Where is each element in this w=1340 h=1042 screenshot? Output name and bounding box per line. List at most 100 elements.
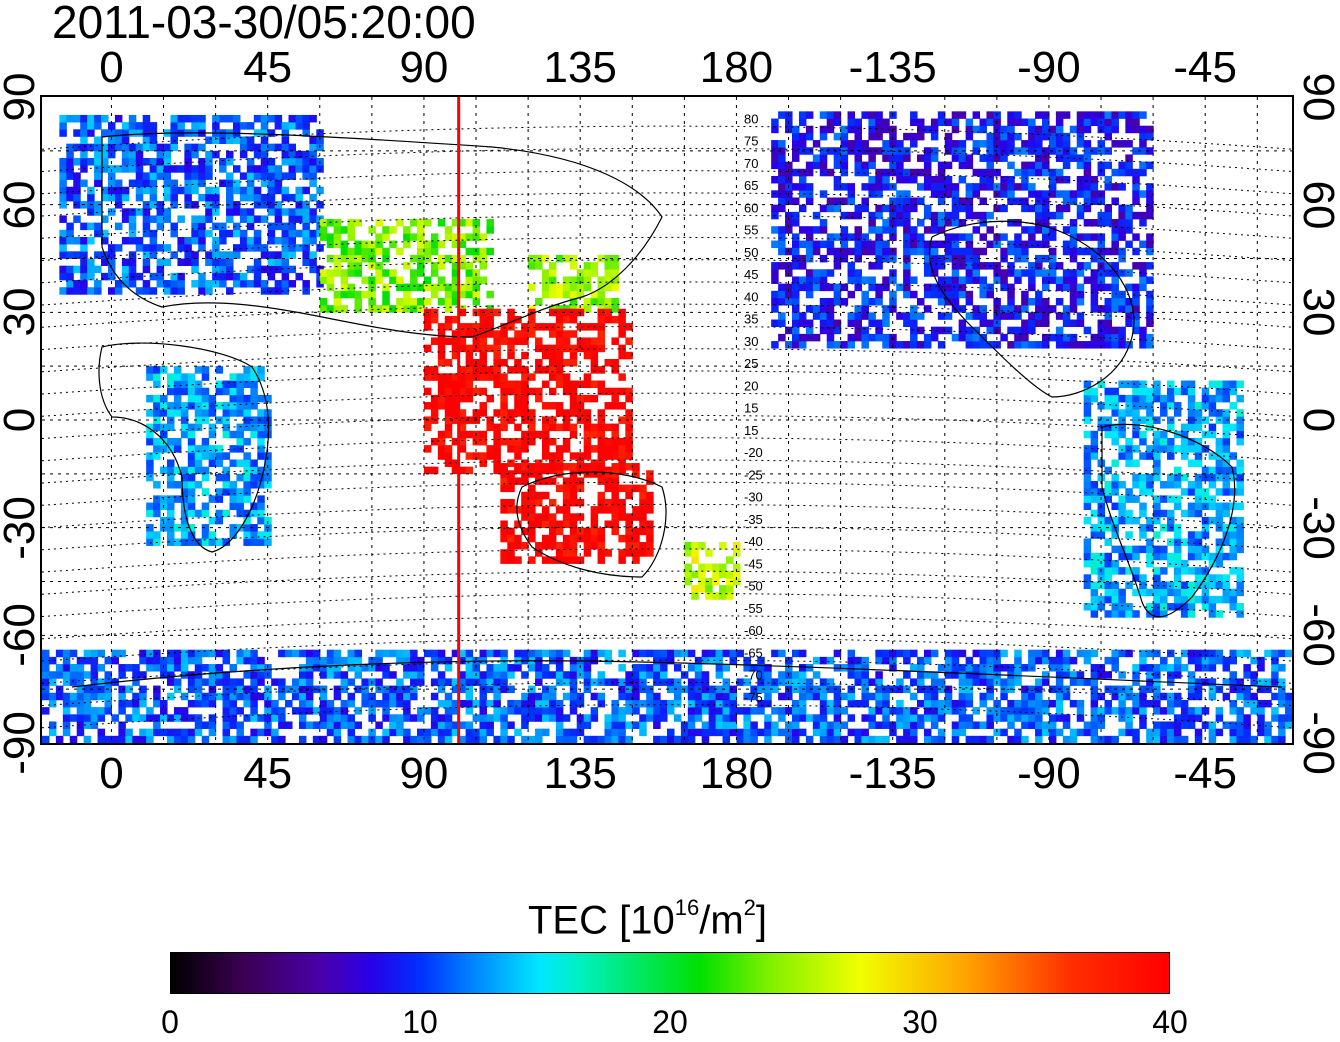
tec-cell <box>1167 387 1175 396</box>
tec-cell <box>569 491 578 500</box>
tec-cell <box>611 269 619 277</box>
tec-cell <box>875 735 883 744</box>
tec-cell <box>785 283 793 292</box>
tec-cell <box>486 219 494 227</box>
tec-cell <box>1111 183 1119 191</box>
tec-cell <box>1090 290 1099 299</box>
tec-cell <box>1167 394 1175 403</box>
tec-cell <box>104 699 112 708</box>
tec-cell <box>590 358 599 367</box>
tec-cell <box>1055 262 1064 270</box>
tec-cell <box>1146 183 1154 191</box>
tec-cell <box>1055 699 1064 708</box>
tec-cell <box>875 283 883 292</box>
tec-cell <box>521 323 529 331</box>
tec-cell <box>194 416 203 424</box>
tec-cell <box>76 692 85 701</box>
tec-cell <box>260 179 269 188</box>
tec-cell <box>542 380 550 389</box>
tec-cell <box>1042 254 1050 263</box>
tec-cell <box>917 678 925 686</box>
tec-cell <box>1021 290 1029 299</box>
tec-cell <box>910 233 918 241</box>
tec-cell <box>1180 699 1189 708</box>
tec-cell <box>500 649 508 658</box>
tec-cell <box>1236 610 1244 618</box>
tec-cell <box>548 290 557 299</box>
tec-cell <box>347 714 356 722</box>
tec-cell <box>94 143 102 152</box>
tec-cell <box>121 186 130 195</box>
tec-cell <box>444 226 453 234</box>
tec-cell <box>267 114 276 123</box>
tec-cell <box>215 387 224 396</box>
tec-cell <box>1042 319 1050 328</box>
tec-cell <box>826 305 835 313</box>
tec-cell <box>201 509 210 518</box>
tec-cell <box>1097 473 1106 482</box>
tec-cell <box>194 649 203 658</box>
tec-cell <box>444 305 453 313</box>
tec-cell <box>1097 516 1106 525</box>
tec-cell <box>1139 656 1147 665</box>
tec-cell <box>458 678 467 686</box>
tec-cell <box>625 394 633 403</box>
tec-cell <box>389 685 397 694</box>
tec-cell <box>514 477 522 485</box>
tec-cell <box>521 402 529 410</box>
tec-cell <box>253 114 262 123</box>
tec-cell <box>958 319 967 328</box>
tec-cell <box>170 272 178 281</box>
tec-cell <box>1111 488 1119 496</box>
tec-cell <box>177 258 185 266</box>
tec-cell <box>778 678 786 686</box>
tec-cell <box>194 664 203 672</box>
tec-cell <box>1000 728 1008 737</box>
tec-cell <box>792 276 800 284</box>
tec-cell <box>48 692 57 701</box>
tec-cell <box>569 402 578 410</box>
tec-cell <box>232 244 241 252</box>
tec-cell <box>1014 326 1022 335</box>
tec-cell <box>274 251 283 259</box>
tec-cell <box>239 229 248 238</box>
tec-cell <box>170 179 178 188</box>
tec-cell <box>951 707 960 715</box>
tec-cell <box>712 570 720 579</box>
tec-cell <box>1132 290 1140 299</box>
tec-cell <box>611 445 619 453</box>
tec-cell <box>514 402 522 410</box>
tec-cell <box>305 649 314 658</box>
tec-cell <box>232 208 241 216</box>
tec-cell <box>979 735 987 744</box>
tec-cell <box>1055 140 1064 148</box>
tec-cell <box>114 136 123 144</box>
tec-cell <box>1028 226 1036 234</box>
tec-cell <box>792 183 800 191</box>
tec-cell <box>701 656 710 665</box>
tec-cell <box>646 470 654 478</box>
tec-cell <box>73 172 81 180</box>
tec-cell <box>430 664 439 672</box>
tec-cell <box>191 114 199 123</box>
tec-cell <box>1090 509 1099 518</box>
tec-cell <box>771 297 779 306</box>
tec-cell <box>792 707 800 715</box>
tec-cell <box>1042 283 1050 292</box>
tec-cell <box>889 161 897 170</box>
tec-cell <box>792 125 800 134</box>
tec-cell <box>236 685 244 694</box>
tec-cell <box>833 247 842 256</box>
tec-cell <box>87 272 95 281</box>
tec-cell <box>965 297 974 306</box>
tec-cell <box>1132 545 1140 554</box>
tec-cell <box>187 459 196 467</box>
tec-cell <box>236 437 244 446</box>
tec-cell <box>590 290 599 299</box>
tec-cell <box>847 190 856 198</box>
tec-cell <box>798 240 807 249</box>
tec-cell <box>1208 409 1217 417</box>
tec-cell <box>1173 714 1182 722</box>
tec-cell <box>309 265 317 274</box>
tec-cell <box>135 186 144 195</box>
